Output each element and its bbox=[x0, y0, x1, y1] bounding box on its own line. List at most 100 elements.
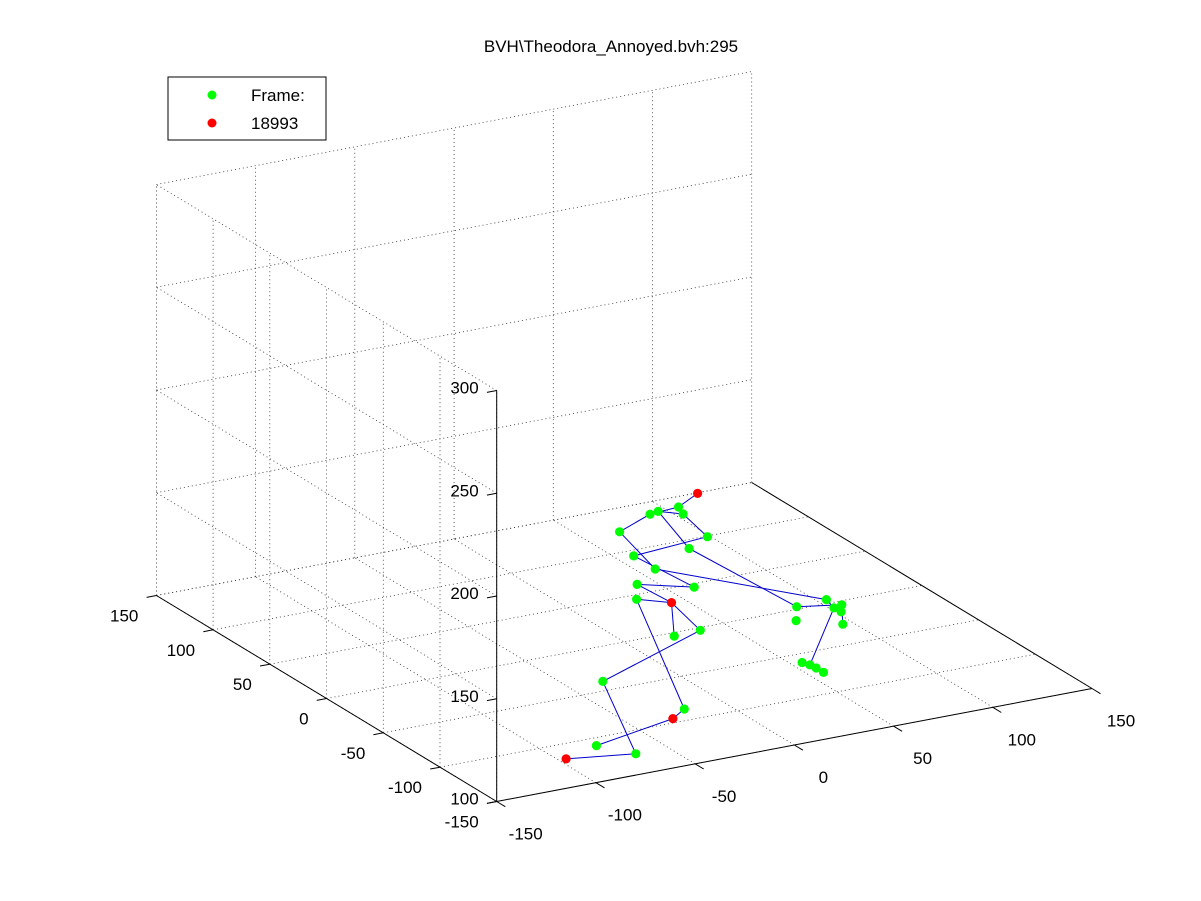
z-tick-mark bbox=[486, 492, 497, 496]
x-tick-mark bbox=[595, 782, 605, 789]
joint-marker bbox=[615, 527, 625, 537]
skeleton-bone bbox=[637, 583, 695, 588]
joint-marker bbox=[653, 506, 663, 516]
grid-line-floor-y bbox=[439, 653, 1036, 768]
tick-labels: -150 -100 -50 0 50 100 150 -150 -100 -50 0 50 100 150… bbox=[110, 379, 1135, 844]
grid-line-backwall-z bbox=[156, 379, 752, 494]
y-tick-mark bbox=[146, 595, 157, 598]
y-tick-label: -100 bbox=[388, 778, 422, 797]
z-tick-label: 300 bbox=[450, 379, 478, 398]
x-tick-label: -100 bbox=[608, 806, 642, 825]
plot-area: -150 -100 -50 0 50 100 150 -150 -100 -50 0 50 100 150… bbox=[110, 71, 1135, 844]
skeleton-bone bbox=[636, 583, 672, 604]
skeleton-bone bbox=[809, 607, 835, 666]
skeleton-bone bbox=[682, 513, 708, 538]
x-tick-label: 50 bbox=[913, 749, 932, 768]
joint-marker bbox=[645, 509, 655, 519]
joint-marker bbox=[695, 625, 705, 635]
joint-marker bbox=[632, 594, 642, 604]
z-tick-mark bbox=[486, 801, 497, 804]
z-tick-label: 250 bbox=[450, 481, 478, 500]
joint-marker bbox=[679, 704, 689, 714]
skeleton-bone bbox=[655, 568, 827, 601]
joint-marker bbox=[629, 551, 639, 561]
x-tick-mark bbox=[794, 744, 804, 751]
joint-marker bbox=[591, 741, 602, 751]
axes-box bbox=[146, 390, 1101, 808]
grid-line-backwall-z bbox=[156, 482, 752, 596]
joint-marker bbox=[837, 600, 847, 610]
end-joint-marker bbox=[693, 488, 703, 498]
joint-marker bbox=[821, 595, 832, 605]
skeleton-bone bbox=[671, 602, 675, 637]
y-tick-label: 50 bbox=[233, 675, 252, 694]
joint-marker bbox=[702, 532, 713, 542]
joint-marker bbox=[689, 582, 699, 592]
legend-box bbox=[167, 76, 327, 141]
joint-marker bbox=[818, 667, 829, 678]
y-tick-label: 100 bbox=[167, 641, 195, 660]
joint-marker bbox=[632, 579, 642, 590]
z-tick-mark bbox=[486, 698, 497, 702]
skeleton-bone bbox=[602, 681, 637, 755]
joint-marker bbox=[669, 631, 679, 641]
joint-marker bbox=[791, 616, 801, 626]
skeleton-bone bbox=[688, 548, 797, 608]
joint-markers bbox=[561, 488, 848, 764]
joint-marker bbox=[598, 676, 608, 687]
legend: Frame: 18993 bbox=[167, 76, 327, 141]
grid-line-backwall-z bbox=[156, 173, 752, 288]
y-tick-mark bbox=[430, 766, 441, 770]
x-tick-mark bbox=[694, 763, 704, 770]
joint-marker bbox=[684, 543, 694, 554]
skeleton-bone bbox=[619, 513, 651, 533]
joint-marker bbox=[797, 657, 807, 668]
y-tick-label: 0 bbox=[299, 710, 308, 729]
x-tick-mark bbox=[992, 706, 1002, 713]
x-tick-label: -50 bbox=[712, 787, 737, 806]
skeleton-bone bbox=[636, 598, 672, 604]
z-tick-label: 200 bbox=[450, 584, 478, 603]
x-tick-mark bbox=[893, 725, 903, 732]
joint-marker bbox=[829, 603, 839, 613]
z-tick-mark bbox=[486, 595, 497, 599]
z-tick-label: 150 bbox=[450, 687, 478, 706]
skeleton-bone bbox=[602, 629, 701, 682]
z-tick-label: 100 bbox=[450, 790, 478, 809]
legend-label-frame: Frame: bbox=[251, 86, 305, 105]
z-tick-mark bbox=[486, 390, 497, 393]
grid-line-backwall-z bbox=[156, 276, 752, 391]
x-tick-mark bbox=[496, 801, 506, 808]
joint-marker bbox=[811, 663, 821, 673]
x-tick-label: -150 bbox=[509, 825, 543, 844]
grid-line-floor-y bbox=[326, 585, 922, 699]
joint-marker bbox=[673, 502, 684, 512]
joint-marker bbox=[836, 607, 846, 617]
x-tick-label: 150 bbox=[1107, 712, 1135, 731]
joint-marker bbox=[650, 564, 660, 574]
joint-marker bbox=[792, 602, 802, 612]
joint-marker bbox=[678, 509, 688, 519]
end-joint-marker bbox=[666, 598, 677, 608]
end-joint-marker bbox=[668, 714, 678, 724]
legend-marker-frame bbox=[207, 90, 217, 100]
y-tick-mark bbox=[203, 629, 214, 633]
x-tick-mark bbox=[1091, 688, 1101, 695]
grid-line-floor-y bbox=[269, 550, 866, 665]
y-tick-mark bbox=[373, 732, 384, 736]
y-tick-label: -150 bbox=[445, 813, 479, 832]
y-tick-mark bbox=[316, 698, 327, 701]
x-max-edge-line bbox=[751, 482, 1093, 689]
joint-marker bbox=[631, 749, 641, 759]
skeleton-bone bbox=[566, 753, 636, 760]
legend-label-18993: 18993 bbox=[251, 114, 298, 133]
skeleton-bone bbox=[596, 718, 674, 747]
chart-title: BVH\Theodora_Annoyed.bvh:295 bbox=[484, 37, 738, 56]
skeleton-bone bbox=[671, 602, 701, 631]
skeleton-bone bbox=[636, 599, 685, 710]
skeleton-bone bbox=[633, 555, 695, 588]
joint-marker bbox=[838, 619, 848, 629]
x-tick-label: 0 bbox=[819, 768, 828, 787]
